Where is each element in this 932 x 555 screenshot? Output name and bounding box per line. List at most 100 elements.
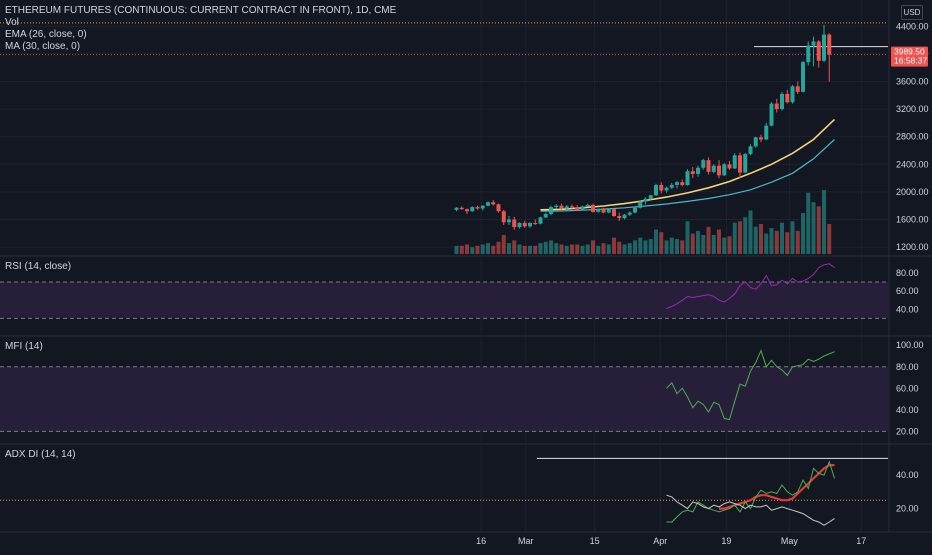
candle-body: [801, 62, 805, 92]
rsi-legend[interactable]: RSI (14, close): [5, 261, 72, 272]
candle-body: [564, 206, 569, 209]
volume-bar: [664, 240, 669, 254]
price-tick-label: 3600.00: [896, 76, 929, 86]
indicator-tick-label: 100.00: [896, 340, 924, 350]
volume-bar: [785, 232, 790, 254]
candle-body: [816, 41, 821, 61]
x-axis-label: 17: [856, 536, 866, 546]
volume-bar: [748, 210, 753, 254]
candle-body: [806, 45, 811, 63]
volume-bar: [643, 240, 648, 254]
volume-bar: [564, 245, 569, 254]
candle-body: [764, 125, 769, 140]
candle-body: [685, 171, 690, 185]
currency-badge[interactable]: USD: [901, 5, 923, 20]
volume-bar: [648, 239, 653, 254]
candle-body: [769, 103, 774, 126]
x-axis-label: 15: [590, 536, 600, 546]
volume-bar: [816, 206, 821, 254]
indicator-tick-label: 40.00: [896, 304, 919, 314]
volume-bar: [769, 228, 774, 254]
price-tick-label: 4400.00: [896, 21, 929, 31]
candle-body: [717, 165, 721, 176]
candle-body: [470, 207, 475, 212]
candle-body: [486, 202, 490, 206]
x-axis-label: Mar: [518, 536, 534, 546]
indicator-tick-label: 40.00: [896, 470, 919, 480]
adx-legend[interactable]: ADX DI (14, 14): [5, 449, 76, 460]
candle-body: [753, 137, 758, 147]
candle-body: [780, 93, 784, 110]
volume-bar: [780, 222, 784, 254]
candle-body: [627, 212, 632, 215]
price-tick-label: 1200.00: [896, 242, 929, 252]
candle-body: [638, 201, 643, 208]
volume-bar: [753, 226, 758, 254]
volume-bar: [480, 244, 485, 254]
candle-body: [680, 182, 685, 185]
volume-bar: [522, 245, 527, 254]
volume-bar: [543, 241, 548, 254]
mfi-legend[interactable]: MFI (14): [5, 341, 43, 352]
indicator-tick-label: 60.00: [896, 286, 919, 296]
candle-body: [512, 219, 517, 228]
volume-bar: [696, 230, 700, 254]
candle-body: [648, 195, 653, 199]
candle-body: [554, 205, 559, 208]
volume-bar: [575, 244, 580, 254]
candle-body: [480, 205, 485, 209]
countdown-timer: 16:58:37: [894, 56, 927, 66]
volume-bar: [554, 243, 559, 254]
volume-bar: [759, 224, 763, 254]
candle-body: [570, 206, 574, 208]
candle-body: [706, 160, 711, 172]
candle-body: [475, 207, 480, 209]
volume-bar: [601, 243, 606, 254]
candle-body: [617, 216, 622, 219]
candle-body: [785, 93, 790, 103]
volume-bar: [711, 234, 716, 254]
x-axis-label: Apr: [653, 536, 667, 546]
volume-bar: [659, 232, 664, 254]
volume-bar: [675, 239, 679, 254]
volume-bar: [585, 244, 590, 254]
price-tick-label: 3200.00: [896, 104, 929, 114]
price-tick-label: 1600.00: [896, 214, 929, 224]
candle-body: [722, 164, 727, 176]
candle-body: [738, 155, 742, 173]
volume-bar: [622, 244, 627, 254]
volume-bar: [496, 241, 501, 254]
candle-body: [606, 209, 611, 213]
di-minus-line: [666, 494, 835, 526]
ema-legend[interactable]: EMA (26, close, 0): [5, 29, 87, 40]
volume-bar: [528, 245, 532, 254]
volume-bar: [512, 240, 517, 254]
volume-bar: [617, 241, 622, 254]
candle-body: [528, 222, 532, 227]
indicator-band-fill: [0, 282, 888, 319]
vol-legend[interactable]: Vol: [5, 17, 19, 28]
candle-body: [659, 184, 664, 191]
indicator-tick-label: 80.00: [896, 268, 919, 278]
volume-bar: [795, 230, 800, 254]
ema-line: [540, 118, 836, 211]
candle-body: [727, 164, 732, 169]
volume-bar: [717, 229, 721, 254]
indicator-tick-label: 60.00: [896, 383, 919, 393]
volume-bar: [580, 245, 585, 254]
ma-legend[interactable]: MA (30, close, 0): [5, 41, 81, 52]
volume-bar: [638, 237, 643, 254]
candle-body: [759, 137, 763, 140]
candle-body: [696, 167, 700, 174]
volume-bar: [738, 221, 742, 254]
indicator-tick-label: 40.00: [896, 405, 919, 415]
volume-bar: [559, 244, 564, 254]
last-price-value: 3989.50: [894, 47, 925, 57]
volume-bar: [491, 245, 496, 254]
symbol-title[interactable]: ETHEREUM FUTURES (CONTINUOUS: CURRENT CO…: [5, 5, 397, 16]
volume-bar: [517, 244, 522, 254]
candle-body: [454, 207, 459, 210]
volume-bar: [790, 221, 795, 254]
